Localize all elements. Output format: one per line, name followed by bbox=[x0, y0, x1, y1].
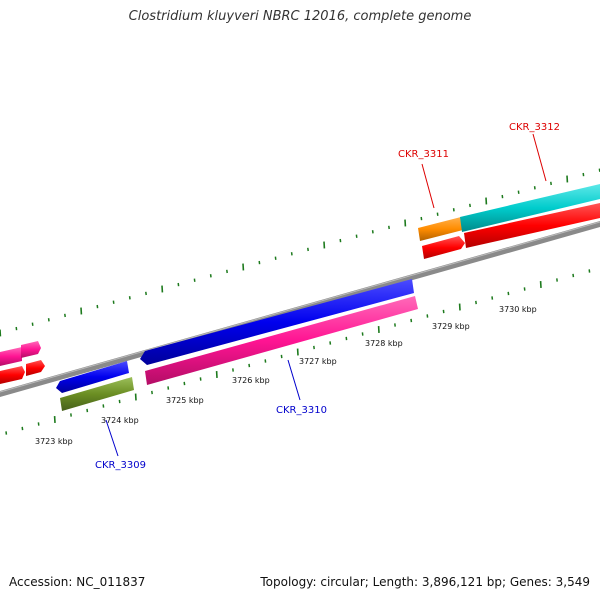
gene-left-red-2 bbox=[26, 360, 45, 376]
gene-ckr-3310-magenta bbox=[145, 296, 418, 385]
gene-red-upper-long bbox=[464, 203, 600, 248]
genome-backbone-highlight bbox=[0, 221, 600, 393]
leader-ckr-3309 bbox=[105, 419, 119, 457]
scale-label-3725: 3725 kbp bbox=[166, 396, 204, 405]
scale-label-3730: 3730 kbp bbox=[499, 305, 537, 314]
scale-label-3728: 3728 kbp bbox=[365, 339, 403, 348]
scale-label-3727: 3727 kbp bbox=[299, 357, 337, 366]
leader-ckr-3310 bbox=[287, 359, 301, 401]
accession-text: Accession: NC_011837 bbox=[9, 575, 146, 589]
gene-label-ckr-3311: CKR_3311 bbox=[398, 149, 449, 160]
gene-label-ckr-3310: CKR_3310 bbox=[276, 405, 327, 416]
gene-left-magenta-2 bbox=[21, 341, 41, 358]
scale-label-3724: 3724 kbp bbox=[101, 416, 139, 425]
scale-label-3723: 3723 kbp bbox=[35, 437, 73, 446]
leader-ckr-3311 bbox=[421, 163, 435, 209]
gene-left-magenta bbox=[0, 347, 22, 366]
gene-ckr-3312-cyan bbox=[460, 184, 600, 232]
gene-ckr-3309-olive bbox=[60, 377, 134, 411]
map-title: Clostridium kluyveri NBRC 12016, complet… bbox=[128, 9, 472, 24]
scale-label-3729: 3729 kbp bbox=[432, 322, 470, 331]
gene-left-red bbox=[0, 366, 25, 384]
gene-label-ckr-3312: CKR_3312 bbox=[509, 122, 560, 133]
leader-ckr-3312 bbox=[532, 133, 547, 182]
gene-label-ckr-3309: CKR_3309 bbox=[95, 460, 146, 471]
topology-text: Topology: circular; Length: 3,896,121 bp… bbox=[260, 575, 590, 589]
tick-rows bbox=[0, 168, 600, 435]
gene-blue-small bbox=[56, 361, 129, 393]
gene-ckr-3311-orange bbox=[418, 217, 463, 241]
scale-label-3726: 3726 kbp bbox=[232, 376, 270, 385]
gene-red-upper-left bbox=[422, 236, 465, 259]
gene-ckr-3310-blue bbox=[140, 279, 414, 365]
